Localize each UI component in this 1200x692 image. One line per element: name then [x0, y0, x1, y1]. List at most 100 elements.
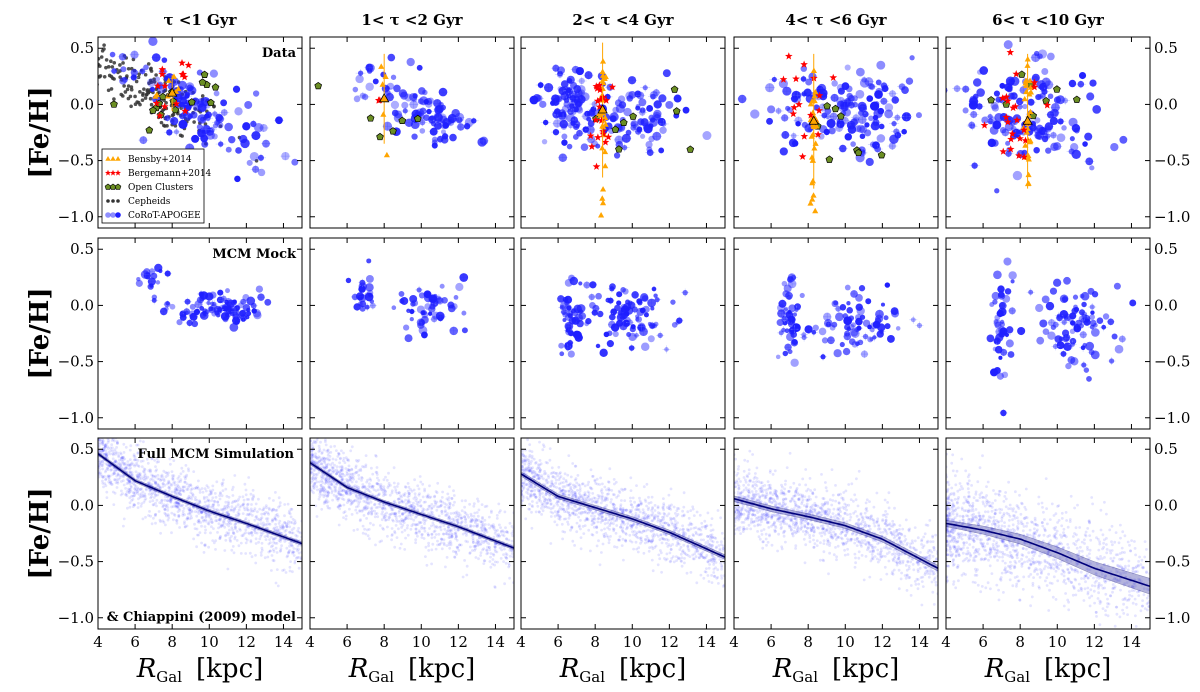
- data-point-blue: [228, 135, 236, 144]
- data-point-blue: [382, 121, 393, 131]
- sim-point: [411, 522, 415, 526]
- mock-point: [1061, 319, 1067, 325]
- panel-grid: 0.50.0−0.5−1.0DataBensby+2014Bergemann+2…: [58, 36, 1190, 651]
- mock-point: [1053, 278, 1062, 287]
- sim-point: [431, 542, 435, 546]
- sim-point: [116, 441, 119, 445]
- mock-point: [359, 300, 367, 308]
- sim-point: [210, 520, 214, 524]
- data-point-orange: [598, 212, 605, 218]
- data-point-blue: [532, 94, 541, 103]
- data-point-blue: [627, 76, 637, 85]
- legend-entry: CoRoT-APOGEE: [128, 211, 201, 221]
- sim-point: [348, 478, 352, 482]
- sim-point: [234, 499, 238, 503]
- sim-point: [324, 438, 327, 442]
- sim-point: [200, 487, 204, 490]
- sim-point: [347, 469, 351, 472]
- sim-point: [272, 537, 275, 541]
- mock-point: [916, 322, 923, 329]
- mock-point: [184, 298, 191, 305]
- sim-point: [533, 472, 537, 475]
- sim-point: [133, 493, 137, 497]
- sim-point: [455, 510, 459, 514]
- sim-point: [346, 480, 349, 484]
- sim-point: [348, 475, 351, 479]
- sim-point: [472, 541, 475, 544]
- data-point-blue: [830, 93, 839, 102]
- sim-point: [495, 533, 499, 537]
- sim-point: [577, 525, 581, 529]
- sim-point: [154, 494, 158, 497]
- sim-point: [643, 525, 647, 528]
- sim-point: [189, 488, 193, 492]
- sim-point: [390, 527, 394, 530]
- sim-point: [591, 492, 595, 495]
- sim-point: [100, 432, 103, 435]
- mock-point: [1073, 323, 1081, 331]
- sim-point: [329, 445, 333, 449]
- sim-point: [336, 505, 340, 509]
- sim-point: [599, 520, 603, 524]
- sim-point: [491, 526, 495, 530]
- sim-point: [607, 489, 611, 492]
- sim-point: [148, 510, 151, 513]
- sim-point: [570, 525, 574, 529]
- sim-point: [124, 487, 127, 490]
- sim-point: [654, 514, 657, 517]
- sim-point: [150, 483, 154, 486]
- sim-point: [678, 533, 681, 536]
- mock-point: [776, 319, 784, 327]
- sim-point: [273, 528, 277, 532]
- data-point-blue: [826, 118, 836, 128]
- sim-point: [225, 523, 229, 526]
- sim-point: [293, 522, 296, 526]
- sim-point: [273, 517, 277, 521]
- sim-point: [103, 443, 107, 447]
- data-point-dark: [129, 85, 134, 89]
- sim-point: [99, 460, 103, 463]
- sim-point: [364, 463, 368, 467]
- sim-point: [196, 485, 200, 489]
- sim-point: [722, 544, 725, 548]
- sim-point: [317, 444, 321, 448]
- sim-point: [247, 513, 251, 517]
- sim-point: [232, 500, 235, 503]
- sim-point: [122, 451, 126, 454]
- sim-point: [366, 487, 370, 491]
- sim-point: [345, 472, 349, 475]
- sim-point: [159, 520, 163, 523]
- data-point-dark: [148, 78, 153, 83]
- mock-point: [559, 351, 565, 357]
- sim-point: [481, 520, 484, 524]
- sim-point: [127, 490, 131, 494]
- sim-point: [266, 511, 270, 515]
- sim-point: [98, 471, 101, 475]
- data-point-blue: [552, 64, 560, 72]
- sim-point: [439, 503, 443, 507]
- mock-point: [869, 327, 875, 333]
- sim-point: [394, 502, 398, 505]
- sim-point: [437, 505, 441, 509]
- sim-point: [122, 467, 126, 471]
- data-point-blue: [839, 144, 847, 153]
- sim-point: [398, 514, 402, 518]
- sim-point: [117, 454, 120, 457]
- mock-point: [435, 311, 445, 321]
- mock-point: [595, 343, 601, 349]
- sim-point: [445, 532, 449, 536]
- data-point-dark: [120, 94, 125, 98]
- sim-point: [258, 537, 262, 541]
- sim-point: [311, 441, 315, 445]
- data-point-blue: [636, 126, 643, 133]
- mock-point: [650, 306, 655, 311]
- mock-point: [1006, 326, 1014, 334]
- mock-point: [842, 347, 851, 356]
- sim-point: [650, 540, 654, 544]
- sim-point: [418, 521, 422, 525]
- sim-point: [179, 480, 182, 483]
- sim-point: [283, 529, 287, 533]
- mock-point: [1073, 306, 1080, 313]
- sim-point: [589, 508, 593, 512]
- sim-point: [117, 463, 120, 466]
